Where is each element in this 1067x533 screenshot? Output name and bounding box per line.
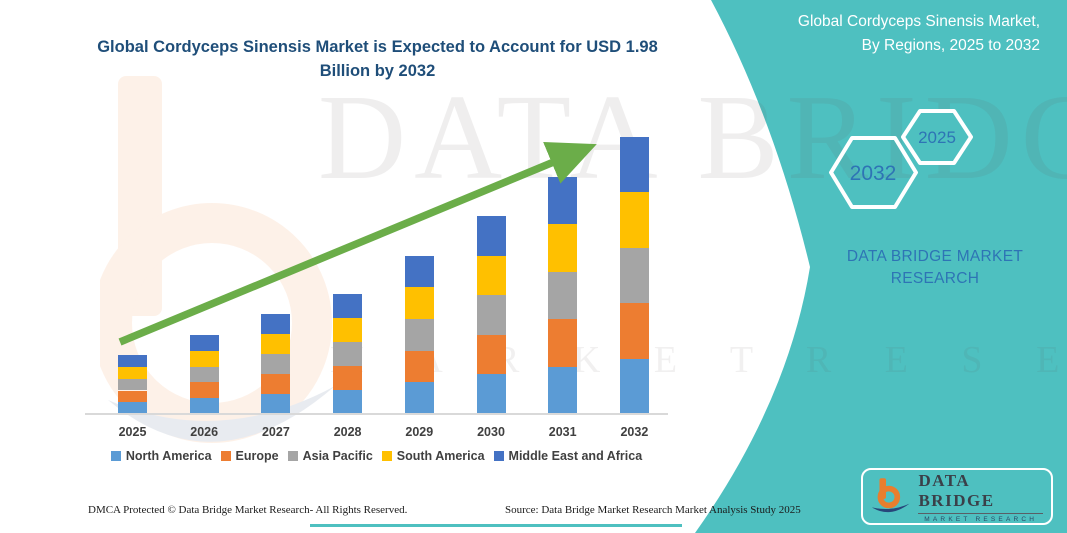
- bar-segment-2029-europe: [404, 350, 434, 383]
- bar-segment-2032-south-america: [619, 192, 649, 248]
- x-axis-label-2025: 2025: [118, 425, 147, 439]
- side-panel-heading: Global Cordyceps Sinensis Market, By Reg…: [710, 10, 1040, 58]
- chart-title: Global Cordyceps Sinensis Market is Expe…: [97, 38, 658, 80]
- side-panel-heading-line2: By Regions, 2025 to 2032: [861, 37, 1040, 55]
- year-hexagons: 2032 2025: [829, 109, 973, 209]
- legend-label: Asia Pacific: [302, 449, 373, 463]
- side-panel-brand-text: DATA BRIDGE MARKET RESEARCH: [800, 246, 1067, 291]
- bar-segment-2028-north-america: [333, 390, 363, 414]
- stacked-bar-plot: [85, 120, 668, 414]
- bar-segment-2030-europe: [476, 334, 506, 375]
- bar-segment-2029-north-america: [404, 382, 434, 414]
- bar-segment-2025-south-america: [118, 366, 147, 379]
- x-axis-label-2030: 2030: [477, 425, 505, 439]
- bar-segment-2025-europe: [118, 390, 147, 403]
- legend-swatch-icon: [220, 451, 231, 461]
- legend-item-south-america: South America: [381, 449, 485, 463]
- legend-item-north-america: North America: [110, 449, 212, 463]
- bar-segment-2025-asia-pacific: [118, 378, 147, 391]
- legend-item-europe: Europe: [220, 449, 279, 463]
- legend-item-asia-pacific: Asia Pacific: [287, 449, 373, 463]
- bar-segment-2031-north-america: [548, 366, 578, 414]
- bar-segment-2029-middle-east-and-africa: [404, 255, 434, 288]
- footer-dmca-text: DMCA Protected © Data Bridge Market Rese…: [88, 504, 408, 516]
- bar-segment-2027-middle-east-and-africa: [261, 313, 291, 334]
- bar-segment-2028-europe: [333, 366, 363, 391]
- hexagon-2032-label: 2032: [850, 162, 897, 185]
- bar-segment-2029-south-america: [404, 287, 434, 320]
- logo-card: DATA BRIDGE MARKET RESEARCH: [861, 468, 1053, 525]
- logo-tagline: MARKET RESEARCH: [924, 515, 1038, 523]
- bar-segment-2026-north-america: [189, 398, 219, 414]
- x-axis-label-2031: 2031: [548, 425, 577, 439]
- bar-segment-2028-south-america: [333, 318, 363, 343]
- bar-segment-2028-asia-pacific: [333, 342, 363, 367]
- brand-text-line1: DATA BRIDGE MARKET: [846, 248, 1024, 265]
- footer-source-text: Source: Data Bridge Market Research Mark…: [505, 504, 801, 516]
- legend-label: North America: [125, 449, 212, 463]
- legend-swatch-icon: [287, 451, 298, 461]
- x-axis-label-2027: 2027: [261, 425, 290, 439]
- bar-segment-2027-asia-pacific: [261, 353, 291, 374]
- bar-segment-2030-asia-pacific: [476, 295, 506, 335]
- bar-segment-2032-asia-pacific: [619, 247, 649, 304]
- hexagon-2032: [829, 136, 918, 209]
- bar-segment-2030-south-america: [476, 255, 506, 296]
- legend-swatch-icon: [381, 451, 392, 461]
- bar-segment-2028-middle-east-and-africa: [333, 294, 363, 319]
- bar-segment-2032-europe: [619, 303, 649, 359]
- legend-label: Middle East and Africa: [508, 449, 643, 463]
- x-axis-label-2026: 2026: [190, 425, 219, 439]
- bar-segment-2026-europe: [189, 382, 219, 399]
- bar-segment-2032-north-america: [619, 358, 649, 414]
- x-axis-label-2029: 2029: [405, 425, 434, 439]
- bar-segment-2030-middle-east-and-africa: [476, 215, 506, 256]
- brand-text-line2: RESEARCH: [890, 270, 980, 288]
- legend-label: South America: [396, 449, 485, 463]
- bar-segment-2032-middle-east-and-africa: [619, 136, 649, 193]
- bar-segment-2027-south-america: [261, 333, 291, 354]
- hexagon-2025-label: 2025: [918, 128, 956, 147]
- bottom-accent-strip: [310, 524, 682, 527]
- bar-segment-2029-asia-pacific: [404, 319, 434, 351]
- legend-label: Europe: [235, 449, 279, 463]
- bar-segment-2026-middle-east-and-africa: [189, 334, 219, 351]
- watermark-text-market-research: M A R K E T R E S E A R C H: [330, 339, 1067, 381]
- bar-segment-2031-asia-pacific: [548, 271, 578, 320]
- bar-segment-2030-north-america: [476, 374, 506, 414]
- bar-segment-2031-europe: [548, 319, 578, 367]
- legend-swatch-icon: [493, 451, 504, 461]
- hexagon-2025: [901, 109, 973, 165]
- x-axis-label-2032: 2032: [620, 425, 649, 439]
- x-axis-line: [85, 413, 668, 415]
- x-axis-label-2028: 2028: [333, 425, 362, 439]
- bar-segment-2026-south-america: [189, 350, 219, 367]
- bar-segment-2031-middle-east-and-africa: [548, 176, 578, 225]
- legend-item-middle-east-and-africa: Middle East and Africa: [493, 449, 643, 463]
- chart-legend: North America Europe Asia Pacific South Ame…: [85, 449, 668, 463]
- data-bridge-b-logo-icon: [871, 477, 910, 512]
- bar-segment-2025-north-america: [118, 402, 147, 414]
- logo-card-text: DATA BRIDGE MARKET RESEARCH: [918, 471, 1043, 523]
- bar-segment-2027-europe: [261, 373, 291, 394]
- bar-segment-2025-middle-east-and-africa: [118, 355, 147, 367]
- bar-segment-2031-south-america: [548, 224, 578, 272]
- x-axis-labels: 2025 2026 2027 2028 2029 2030 2031 2032: [85, 425, 668, 443]
- side-panel-heading-line1: Global Cordyceps Sinensis Market,: [797, 13, 1040, 30]
- logo-brand-name: DATA BRIDGE: [918, 471, 1043, 514]
- legend-swatch-icon: [110, 451, 121, 461]
- bar-segment-2026-asia-pacific: [189, 366, 219, 383]
- bar-segment-2027-north-america: [261, 393, 291, 414]
